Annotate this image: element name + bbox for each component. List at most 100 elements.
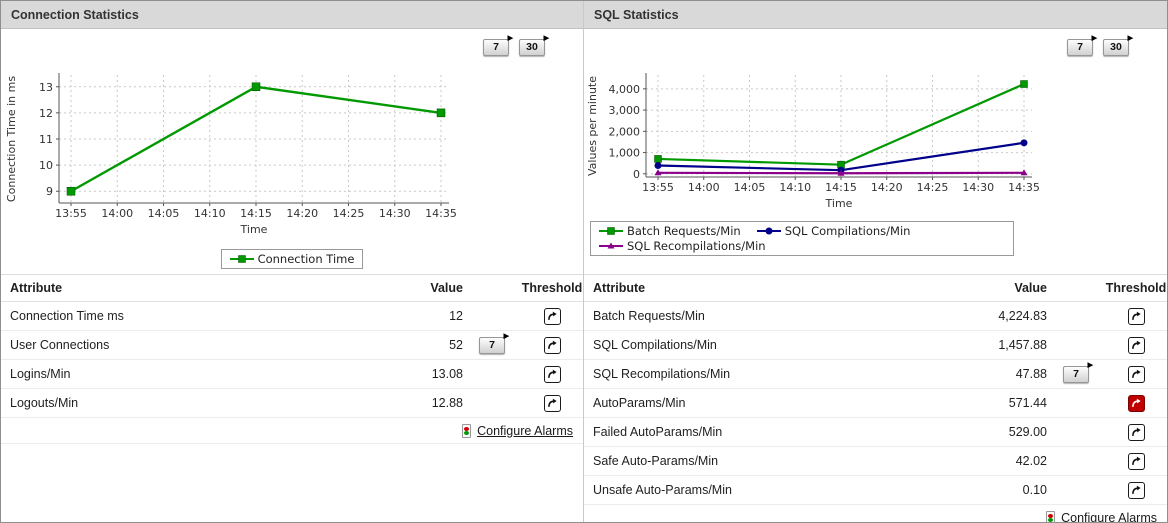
connection-statistics-panel: Connection Statistics 7 30 13:55 14:00 14:… [1,1,584,522]
svg-text:14:00: 14:00 [101,207,133,220]
period-button-slot: 7 [1047,365,1105,383]
attribute-cell: SQL Compilations/Min [593,338,717,352]
threshold-cell [1105,307,1167,325]
traffic-light-icon [1046,510,1056,522]
svg-text:14:15: 14:15 [240,207,272,220]
attribute-cell: AutoParams/Min [593,396,686,410]
svg-text:3,000: 3,000 [609,104,641,117]
attribute-column-header: Attribute [593,281,646,295]
period-30-days-button[interactable]: 30 [519,38,545,56]
threshold-cell [521,307,583,325]
traffic-light-icon [462,423,472,438]
row-period-7-days-button[interactable]: 7 [479,336,505,354]
play-arrow-icon [1092,35,1097,42]
svg-text:12: 12 [39,107,53,120]
trend-arrow-glyph [548,340,557,349]
svg-text:14:05: 14:05 [148,207,180,220]
configure-alarms-link[interactable]: Configure Alarms [477,423,573,438]
trend-arrow-glyph [1132,456,1141,465]
threshold-trend-arrow-icon[interactable] [1127,481,1145,499]
play-arrow-icon [508,35,513,42]
threshold-cell [1105,481,1167,499]
attribute-column-header: Attribute [10,281,63,295]
svg-text:13:55: 13:55 [55,207,87,220]
threshold-cell [521,365,583,383]
table-body: Batch Requests/Min 4,224.83 SQL Compilatio… [584,302,1167,505]
threshold-cell [521,394,583,412]
table-row: Unsafe Auto-Params/Min 0.10 [584,476,1167,505]
threshold-trend-arrow-icon[interactable] [1127,452,1145,470]
svg-text:14:35: 14:35 [1008,181,1040,194]
trend-arrow-glyph [1132,369,1141,378]
configure-alarms-row: Configure Alarms [1,418,583,444]
threshold-trend-arrow-icon[interactable] [543,336,561,354]
period-7-days-button[interactable]: 7 [483,38,509,56]
svg-text:14:35: 14:35 [425,207,457,220]
value-cell: 0.10 [1022,483,1047,497]
attribute-cell: Logins/Min [10,367,71,381]
attribute-cell: Batch Requests/Min [593,309,705,323]
value-cell: 1,457.88 [998,338,1047,352]
table-row: Safe Auto-Params/Min 42.02 [584,447,1167,476]
svg-text:11: 11 [39,133,53,146]
configure-alarms-row: Configure Alarms [584,505,1167,522]
threshold-trend-arrow-icon[interactable] [1127,365,1145,383]
threshold-column-header: Threshold [1105,281,1167,295]
value-cell: 12.88 [431,396,463,410]
sql-statistics-panel: SQL Statistics 7 30 13:55 14:00 14:05 14:10… [584,1,1167,522]
legend-label: Connection Time [257,252,355,266]
legend-label: SQL Compilations/Min [784,224,911,238]
svg-text:14:25: 14:25 [917,181,949,194]
period-7-days-button[interactable]: 7 [1067,38,1093,56]
sql-values-chart-section: 13:55 14:00 14:05 14:10 14:15 14:20 14:25 14:30… [584,65,1167,275]
attribute-cell: User Connections [10,338,110,352]
threshold-alarm-icon[interactable] [1127,394,1145,412]
period-30-label: 30 [1110,40,1122,53]
threshold-trend-arrow-icon[interactable] [1127,423,1145,441]
legend-item: SQL Recompilations/Min [599,239,766,253]
connection-time-line-chart: 13:55 14:00 14:05 14:10 14:15 14:20 14:25 14:30… [5,73,457,236]
configure-alarms-link[interactable]: Configure Alarms [1061,510,1157,523]
threshold-trend-arrow-icon[interactable] [543,365,561,383]
svg-text:Connection Time in ms: Connection Time in ms [5,76,18,202]
svg-text:Time: Time [825,197,853,210]
sql-values-line-chart: 13:55 14:00 14:05 14:10 14:15 14:20 14:25 14:30… [586,73,1040,210]
trend-arrow-glyph [1132,340,1141,349]
play-arrow-icon [544,35,549,42]
trend-arrow-glyph [1132,427,1141,436]
threshold-column-header: Threshold [521,281,583,295]
svg-text:2,000: 2,000 [609,125,641,138]
svg-text:14:00: 14:00 [688,181,720,194]
legend-label: Batch Requests/Min [627,224,741,238]
legend-circle-marker-icon [756,227,781,235]
play-arrow-icon [1088,362,1093,369]
value-cell: 42.02 [1015,454,1047,468]
period-30-label: 30 [526,40,538,53]
table-row: Batch Requests/Min 4,224.83 [584,302,1167,331]
table-row: Logouts/Min 12.88 [1,389,583,418]
value-column-header: Value [1014,281,1047,295]
threshold-trend-arrow-icon[interactable] [543,394,561,412]
value-cell: 47.88 [1015,367,1047,381]
connection-attributes-table: Attribute Value Threshold Connection Tim… [1,275,583,522]
value-cell: 4,224.83 [998,309,1047,323]
threshold-trend-arrow-icon[interactable] [543,307,561,325]
sql-chart-legend: Batch Requests/Min SQL Compilations/Min SQ… [590,221,1014,256]
threshold-trend-arrow-icon[interactable] [1127,307,1145,325]
threshold-trend-arrow-icon[interactable] [1127,336,1145,354]
trend-arrow-glyph [548,311,557,320]
attribute-cell: Safe Auto-Params/Min [593,454,719,468]
row-period-7-days-button[interactable]: 7 [1063,365,1089,383]
table-row: Connection Time ms 12 [1,302,583,331]
svg-text:13: 13 [39,81,53,94]
threshold-cell [1105,365,1167,383]
table-body: Connection Time ms 12 User Connections 52 7 L… [1,302,583,418]
value-cell: 571.44 [1008,396,1047,410]
period-30-days-button[interactable]: 30 [1103,38,1129,56]
panel-title-connection-statistics: Connection Statistics [1,1,583,29]
threshold-cell [1105,452,1167,470]
legend-item: Connection Time [229,252,355,266]
attribute-cell: Unsafe Auto-Params/Min [593,483,732,497]
svg-text:14:25: 14:25 [333,207,365,220]
